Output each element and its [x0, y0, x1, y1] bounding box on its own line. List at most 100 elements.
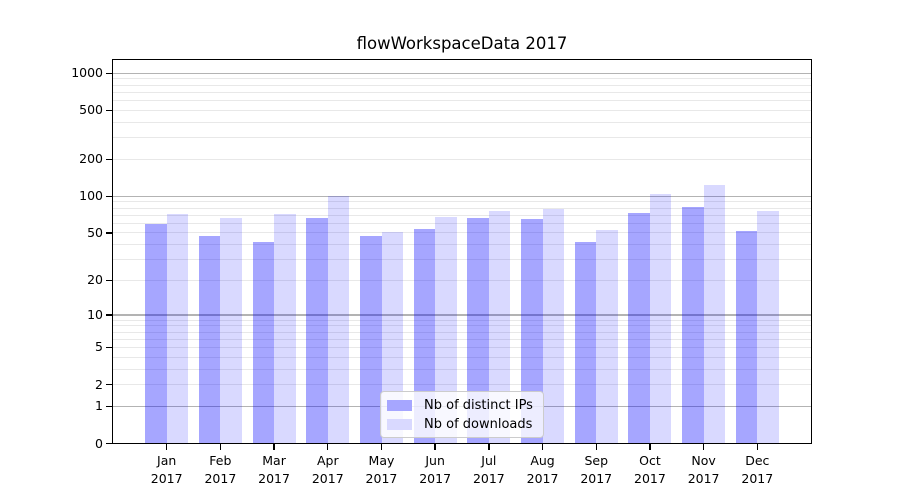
x-tick-year: 2017	[311, 470, 344, 486]
x-axis-tick-label: Sep 2017	[564, 452, 628, 488]
x-axis-tick	[541, 443, 544, 450]
y-axis-tick	[105, 195, 112, 197]
y-axis-tick	[105, 158, 112, 161]
y-axis-tick	[105, 232, 112, 234]
bar-downloads	[596, 229, 618, 444]
x-tick-year: 2017	[472, 470, 505, 486]
major-gridline	[113, 314, 811, 316]
bar-distinct-ips	[521, 219, 543, 444]
x-tick-year: 2017	[687, 470, 720, 486]
y-axis-tick-label: 1000	[71, 65, 103, 81]
minor-gridline	[113, 222, 811, 224]
minor-gridline	[113, 331, 811, 333]
minor-gridline	[113, 384, 811, 386]
minor-gridline	[113, 121, 811, 123]
x-axis-tick	[434, 443, 436, 450]
x-tick-year: 2017	[365, 470, 398, 486]
x-tick-month: Mar	[262, 452, 286, 468]
y-axis-tick-label: 1	[95, 398, 103, 414]
x-axis-tick-label: Jul 2017	[457, 452, 521, 488]
bar-distinct-ips	[735, 230, 758, 444]
x-axis-tick	[595, 443, 597, 450]
x-axis-tick	[165, 443, 168, 450]
x-tick-year: 2017	[150, 470, 183, 486]
y-axis-tick	[105, 442, 112, 445]
minor-gridline	[113, 214, 811, 216]
legend-label: Nb of downloads	[424, 417, 533, 432]
y-axis-tick-label: 500	[79, 102, 103, 118]
minor-gridline	[113, 78, 811, 80]
y-axis-tick	[105, 383, 112, 386]
x-axis-tick	[380, 443, 383, 450]
y-axis-tick	[105, 109, 112, 112]
y-axis-tick-label: 100	[79, 188, 103, 204]
minor-gridline	[113, 91, 811, 93]
minor-gridline	[113, 356, 811, 358]
minor-gridline	[113, 232, 811, 234]
bar-downloads	[327, 196, 350, 444]
x-tick-month: Dec	[745, 452, 770, 468]
bar-downloads	[381, 231, 403, 444]
x-axis-tick	[488, 443, 490, 450]
bar-distinct-ips	[682, 206, 704, 444]
x-axis-tick-label: Oct 2017	[618, 452, 682, 488]
x-axis-tick-label: Mar 2017	[242, 452, 306, 488]
x-axis-tick-label: Feb 2017	[188, 452, 252, 488]
bar-distinct-ips	[574, 242, 597, 444]
legend-swatch-icon	[387, 419, 412, 430]
bar-distinct-ips	[252, 242, 275, 444]
minor-gridline	[113, 259, 811, 260]
y-axis-tick	[105, 346, 112, 349]
bar-downloads	[542, 209, 564, 444]
x-axis-tick-label: Apr 2017	[296, 452, 360, 488]
bar-distinct-ips	[145, 224, 167, 444]
x-axis-tick	[702, 443, 705, 450]
major-gridline	[113, 72, 811, 75]
bar-distinct-ips	[628, 212, 650, 444]
x-tick-month: Jul	[481, 452, 497, 468]
legend-item-downloads: Nb of downloads	[387, 417, 533, 432]
x-tick-year: 2017	[741, 470, 774, 486]
x-axis-tick	[756, 443, 758, 450]
x-axis-tick-label: Dec 2017	[725, 452, 789, 488]
x-tick-year: 2017	[204, 470, 237, 486]
x-axis-tick	[327, 443, 329, 450]
y-axis-tick-label: 50	[87, 224, 103, 240]
y-axis-tick	[105, 314, 112, 316]
bar-downloads	[703, 184, 726, 444]
minor-gridline	[113, 100, 811, 102]
bar-downloads	[757, 210, 779, 444]
plot-area	[113, 61, 811, 444]
minor-gridline	[113, 325, 811, 327]
y-axis-tick-label: 2	[95, 376, 103, 392]
bar-downloads	[649, 193, 672, 444]
y-axis-tick-label: 0	[95, 435, 103, 451]
bar-distinct-ips	[306, 218, 328, 444]
y-axis-tick	[105, 279, 112, 282]
x-tick-month: Oct	[639, 452, 661, 468]
x-tick-year: 2017	[526, 470, 559, 486]
bar-distinct-ips	[413, 228, 436, 444]
legend-swatch-icon	[387, 400, 412, 411]
minor-gridline	[113, 137, 811, 139]
minor-gridline	[113, 319, 811, 321]
x-axis-tick-label: Jun 2017	[403, 452, 467, 488]
bar-distinct-ips	[198, 236, 221, 444]
bar-downloads	[166, 213, 189, 444]
bar-downloads	[220, 218, 242, 444]
x-axis-tick	[273, 443, 275, 450]
x-tick-month: Nov	[691, 452, 716, 468]
x-tick-month: Aug	[530, 452, 555, 468]
bar-downloads	[274, 214, 296, 444]
x-axis-tick	[649, 443, 651, 450]
x-tick-year: 2017	[258, 470, 290, 486]
x-tick-year: 2017	[634, 470, 666, 486]
x-axis-tick	[219, 443, 222, 450]
minor-gridline	[113, 346, 811, 348]
bar-downloads	[488, 210, 511, 444]
major-gridline	[113, 195, 811, 197]
y-axis-tick-label: 20	[87, 272, 103, 288]
x-tick-month: Sep	[584, 452, 608, 468]
legend-label: Nb of distinct IPs	[424, 398, 533, 413]
